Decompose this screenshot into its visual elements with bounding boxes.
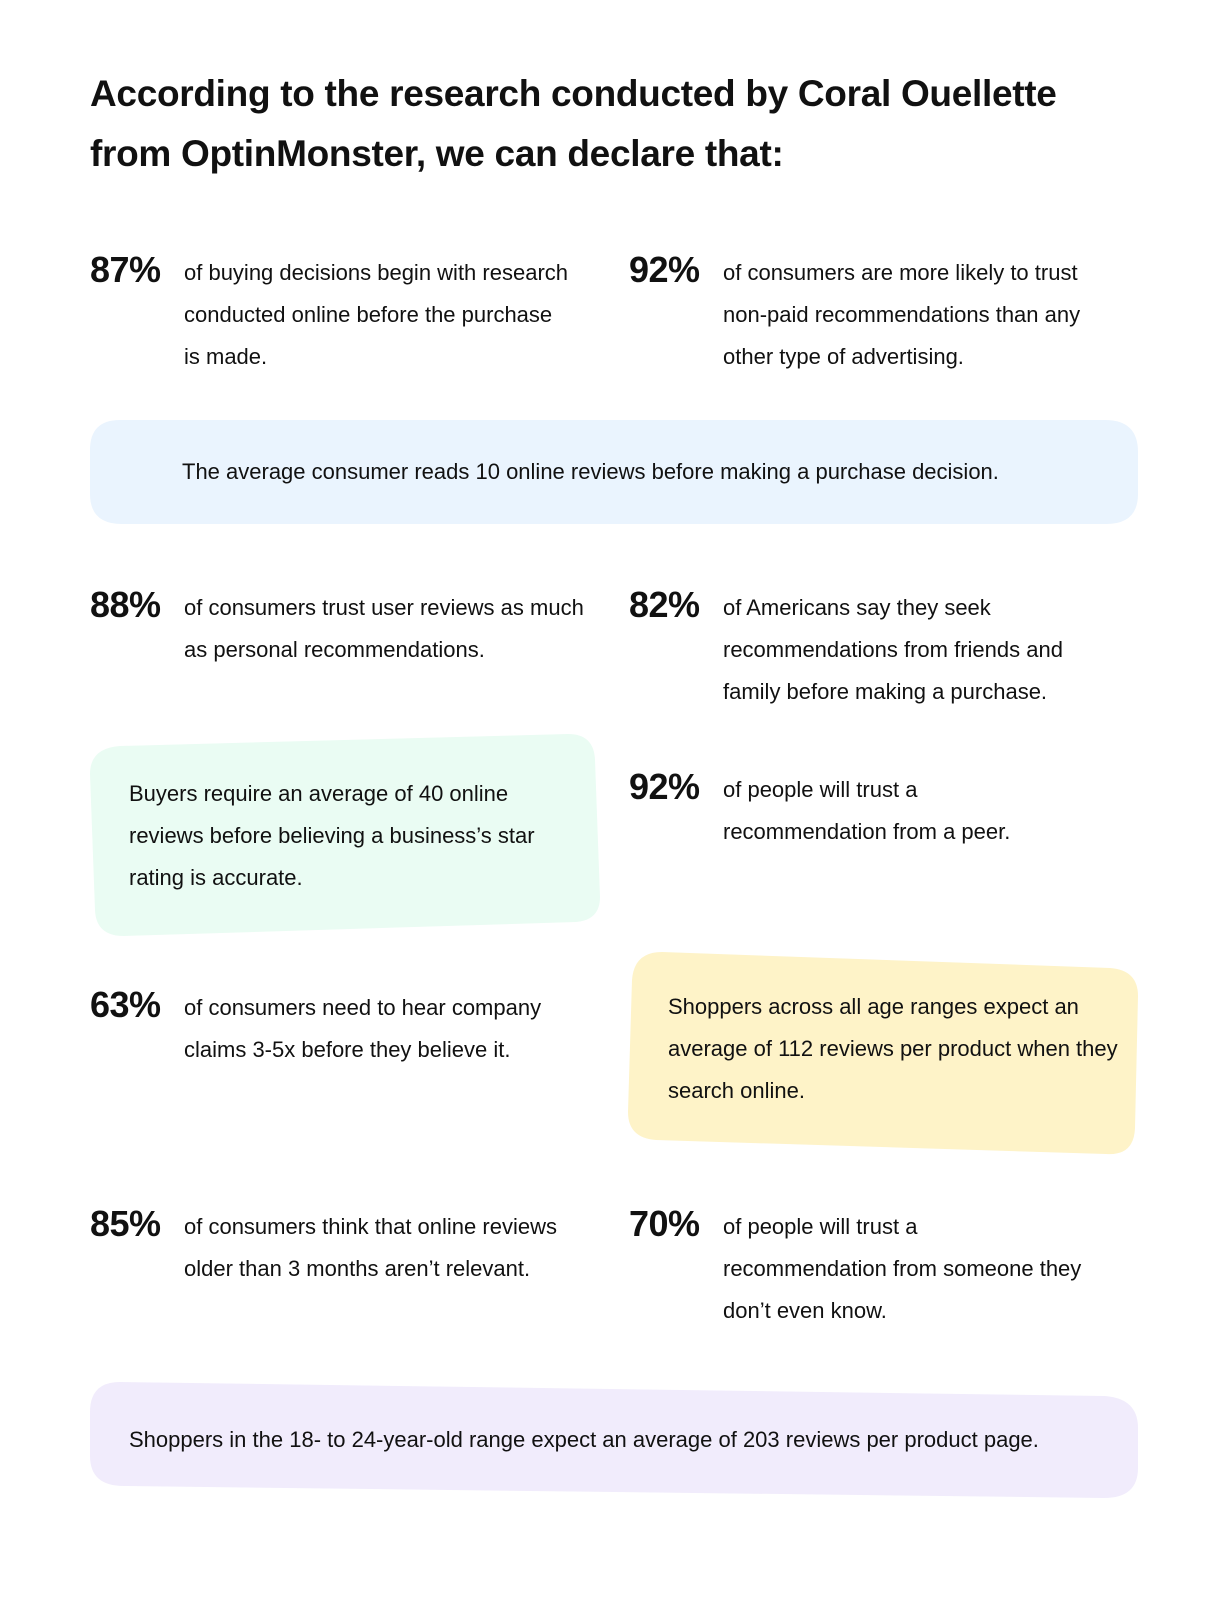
page-title: According to the research conducted by C… [90,73,1057,174]
stat-percent: 63% [90,984,161,1025]
highlight-text: The average consumer reads 10 online rev… [182,459,999,484]
highlight-text: Shoppers in the 18- to 24-year-old range… [129,1427,1039,1452]
stat-text: of consumers are more likely to trust no… [723,260,1081,369]
stat-text: of people will trust a recommendation fr… [723,777,1011,844]
stat-text: of Americans say they seek recommendatio… [723,595,1063,704]
stat-percent: 88% [90,584,161,625]
stat-percent: 92% [629,766,700,807]
stat-text: of buying decisions begin with research … [184,260,569,369]
stat-percent: 92% [629,249,700,290]
stat-percent: 70% [629,1203,700,1244]
highlight-box: The average consumer reads 10 online rev… [90,420,1138,524]
highlight-background [90,734,600,936]
stat-percent: 85% [90,1203,161,1244]
highlight-background [628,952,1138,1155]
highlight-background [90,420,1138,524]
stat-text: of consumers trust user reviews as much … [184,595,584,662]
highlight-background [90,1382,1138,1498]
highlight-box: Shoppers across all age ranges expect an… [628,952,1140,1156]
stat-percent: 87% [90,249,161,290]
highlight-box: Shoppers in the 18- to 24-year-old range… [90,1382,1138,1500]
highlight-text: Buyers require an average of 40 online r… [129,781,535,890]
highlight-text: Shoppers across all age ranges expect an… [668,994,1118,1103]
highlight-box: Buyers require an average of 40 online r… [90,732,600,936]
stat-text: of consumers think that online reviews o… [184,1214,557,1281]
stat-percent: 82% [629,584,700,625]
stat-text: of people will trust a recommendation fr… [723,1214,1082,1323]
stat-text: of consumers need to hear company claims… [184,995,542,1062]
